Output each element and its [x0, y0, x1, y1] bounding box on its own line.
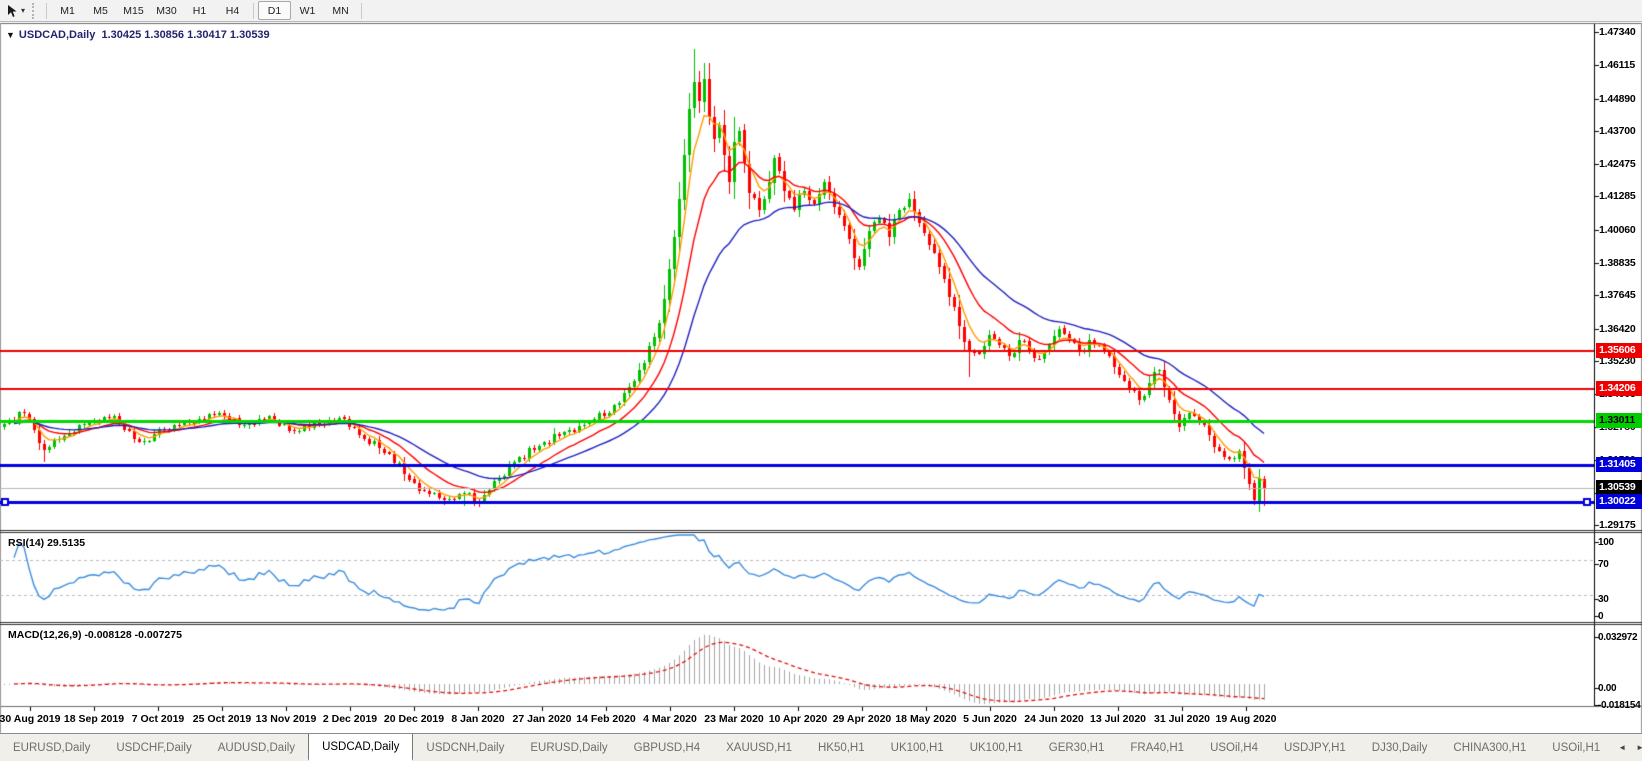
chart-tab-UK100,H1[interactable]: UK100,H1 [890, 741, 944, 754]
chart-tab-AUDUSD,Daily[interactable]: AUDUSD,Daily [217, 741, 296, 754]
date-axis-label: 23 Mar 2020 [704, 713, 764, 725]
date-axis-label: 29 Apr 2020 [832, 713, 892, 725]
date-axis-label: 4 Mar 2020 [643, 713, 697, 725]
price-axis-tick: 1.37645 [1599, 289, 1636, 301]
date-axis-label: 13 Nov 2019 [255, 713, 317, 725]
collapse-triangle-icon[interactable]: ▼ [6, 30, 15, 40]
chart-tab-EURUSD,Daily[interactable]: EURUSD,Daily [13, 741, 91, 754]
chart-tab-GER30,H1[interactable]: GER30,H1 [1048, 741, 1105, 754]
chart-tab-UK100,H1[interactable]: UK100,H1 [969, 741, 1023, 754]
chart-tab-USOil,H4[interactable]: USOil,H4 [1210, 741, 1258, 754]
caret-down-icon: ▾ [21, 6, 26, 15]
macd-axis-label: 0.00 [1598, 683, 1617, 694]
date-axis-label: 25 Oct 2019 [192, 713, 252, 725]
rsi-axis-label: 70 [1598, 559, 1609, 570]
toolbar-grip[interactable] [32, 2, 39, 19]
timeframe-buttons: M1 M5 M15 M30 H1 H4 D1 W1 MN [42, 1, 366, 20]
toolbar-separator [253, 2, 255, 19]
price-level-badge: 1.34206 [1596, 381, 1642, 396]
date-axis-label: 18 May 2020 [895, 713, 957, 725]
macd-indicator-label: MACD(12,26,9) -0.008128 -0.007275 [8, 629, 182, 641]
price-level-badge: 1.35606 [1596, 343, 1642, 358]
date-axis-label: 13 Jul 2020 [1089, 713, 1147, 725]
cursor-icon [8, 4, 17, 17]
chart-tab-USDCHF,Daily[interactable]: USDCHF,Daily [116, 741, 192, 754]
price-level-badge: 1.33011 [1596, 413, 1642, 428]
price-axis-tick: 1.41285 [1599, 190, 1636, 202]
timeframe-button-H4[interactable]: H4 [225, 5, 240, 17]
timeframe-button-H1[interactable]: H1 [192, 5, 207, 17]
tab-scroll-right-icon[interactable]: ► [1636, 743, 1642, 752]
chart-tab-USDJPY,H1[interactable]: USDJPY,H1 [1284, 741, 1346, 754]
rsi-indicator-label: RSI(14) 29.5135 [8, 537, 86, 549]
date-axis-label: 10 Apr 2020 [768, 713, 828, 725]
chart-tab-FRA40,H1[interactable]: FRA40,H1 [1130, 741, 1185, 754]
timeframe-toolbar: ▾ M1 M5 M15 M30 H1 H4 D1 W1 MN [0, 0, 1642, 22]
cursor-tool-button[interactable]: ▾ [0, 1, 29, 21]
rsi-axis-label: 100 [1598, 537, 1614, 548]
date-axis-label: 20 Dec 2019 [383, 713, 445, 725]
date-axis-label: 18 Sep 2019 [63, 713, 125, 725]
date-axis-label: 24 Jun 2020 [1024, 713, 1084, 725]
chart-tab-HK50,H1[interactable]: HK50,H1 [817, 741, 865, 754]
chart-tab-bar: EURUSD,Daily USDCHF,Daily AUDUSD,Daily USDC… [0, 733, 1642, 761]
toolbar-separator [361, 2, 363, 19]
price-axis-tick: 1.47340 [1599, 26, 1636, 38]
timeframe-button-M30[interactable]: M30 [156, 5, 177, 17]
price-axis-tick: 1.40060 [1599, 224, 1636, 236]
date-axis-label: 5 Jun 2020 [963, 713, 1017, 725]
date-axis-label: 31 Jul 2020 [1153, 713, 1211, 725]
chart-tab-GBPUSD,H4[interactable]: GBPUSD,H4 [633, 741, 701, 754]
price-axis-tick: 1.46115 [1599, 59, 1635, 71]
timeframe-button-M1[interactable]: M1 [60, 5, 75, 17]
date-axis-label: 19 Aug 2020 [1215, 713, 1277, 725]
price-axis-tick: 1.36420 [1599, 323, 1636, 335]
chart-symbol-label: USDCAD,Daily [18, 29, 96, 41]
date-axis-label: 2 Dec 2019 [322, 713, 378, 725]
chart-tab-DJ30,Daily[interactable]: DJ30,Daily [1371, 741, 1428, 754]
price-axis-tick: 1.38835 [1599, 257, 1636, 269]
macd-axis-label: 0.032972 [1598, 632, 1638, 643]
date-axis-label: 8 Jan 2020 [451, 713, 505, 725]
timeframe-button-M5[interactable]: M5 [93, 5, 108, 17]
chart-tab-USDCAD,Daily[interactable]: USDCAD,Daily [308, 734, 414, 761]
chart-tab-USDCNH,Daily[interactable]: USDCNH,Daily [426, 741, 505, 754]
chart-tab-USOil,H1[interactable]: USOil,H1 [1552, 741, 1601, 754]
price-level-badge: 1.30022 [1596, 494, 1642, 509]
price-axis-tick: 1.43700 [1599, 125, 1636, 137]
date-axis-label: 7 Oct 2019 [131, 713, 185, 725]
date-axis-label: 14 Feb 2020 [576, 713, 636, 725]
price-axis-tick: 1.29175 [1599, 519, 1636, 531]
price-level-badge: 1.31405 [1596, 457, 1642, 472]
price-axis-tick: 1.42475 [1599, 158, 1636, 170]
chart-ohlc-values: 1.30425 1.30856 1.30417 1.30539 [101, 29, 270, 41]
tab-scroll-left-icon[interactable]: ◄ [1618, 743, 1627, 752]
price-axis-tick: 1.35230 [1599, 355, 1636, 367]
toolbar-separator [46, 2, 48, 19]
macd-axis-label: -0.018154 [1598, 700, 1641, 711]
timeframe-button-M15[interactable]: M15 [123, 5, 144, 17]
chart-tab-CHINA300,H1[interactable]: CHINA300,H1 [1453, 741, 1527, 754]
price-level-badge: 1.30539 [1596, 480, 1642, 495]
date-axis-label: 27 Jan 2020 [512, 713, 572, 725]
rsi-axis-label: 0 [1598, 611, 1604, 622]
chart-tab-EURUSD,Daily[interactable]: EURUSD,Daily [530, 741, 608, 754]
chart-tab-XAUUSD,H1[interactable]: XAUUSD,H1 [726, 741, 792, 754]
price-axis-tick: 1.44890 [1599, 93, 1636, 105]
timeframe-button-W1[interactable]: W1 [299, 5, 316, 17]
timeframe-button-MN[interactable]: MN [332, 5, 349, 17]
rsi-axis-label: 30 [1598, 594, 1609, 605]
date-axis-label: 30 Aug 2019 [0, 713, 61, 725]
timeframe-button-D1[interactable]: D1 [258, 1, 292, 20]
chart-title: ▼ USDCAD,Daily 1.30425 1.30856 1.30417 1.… [6, 29, 270, 41]
